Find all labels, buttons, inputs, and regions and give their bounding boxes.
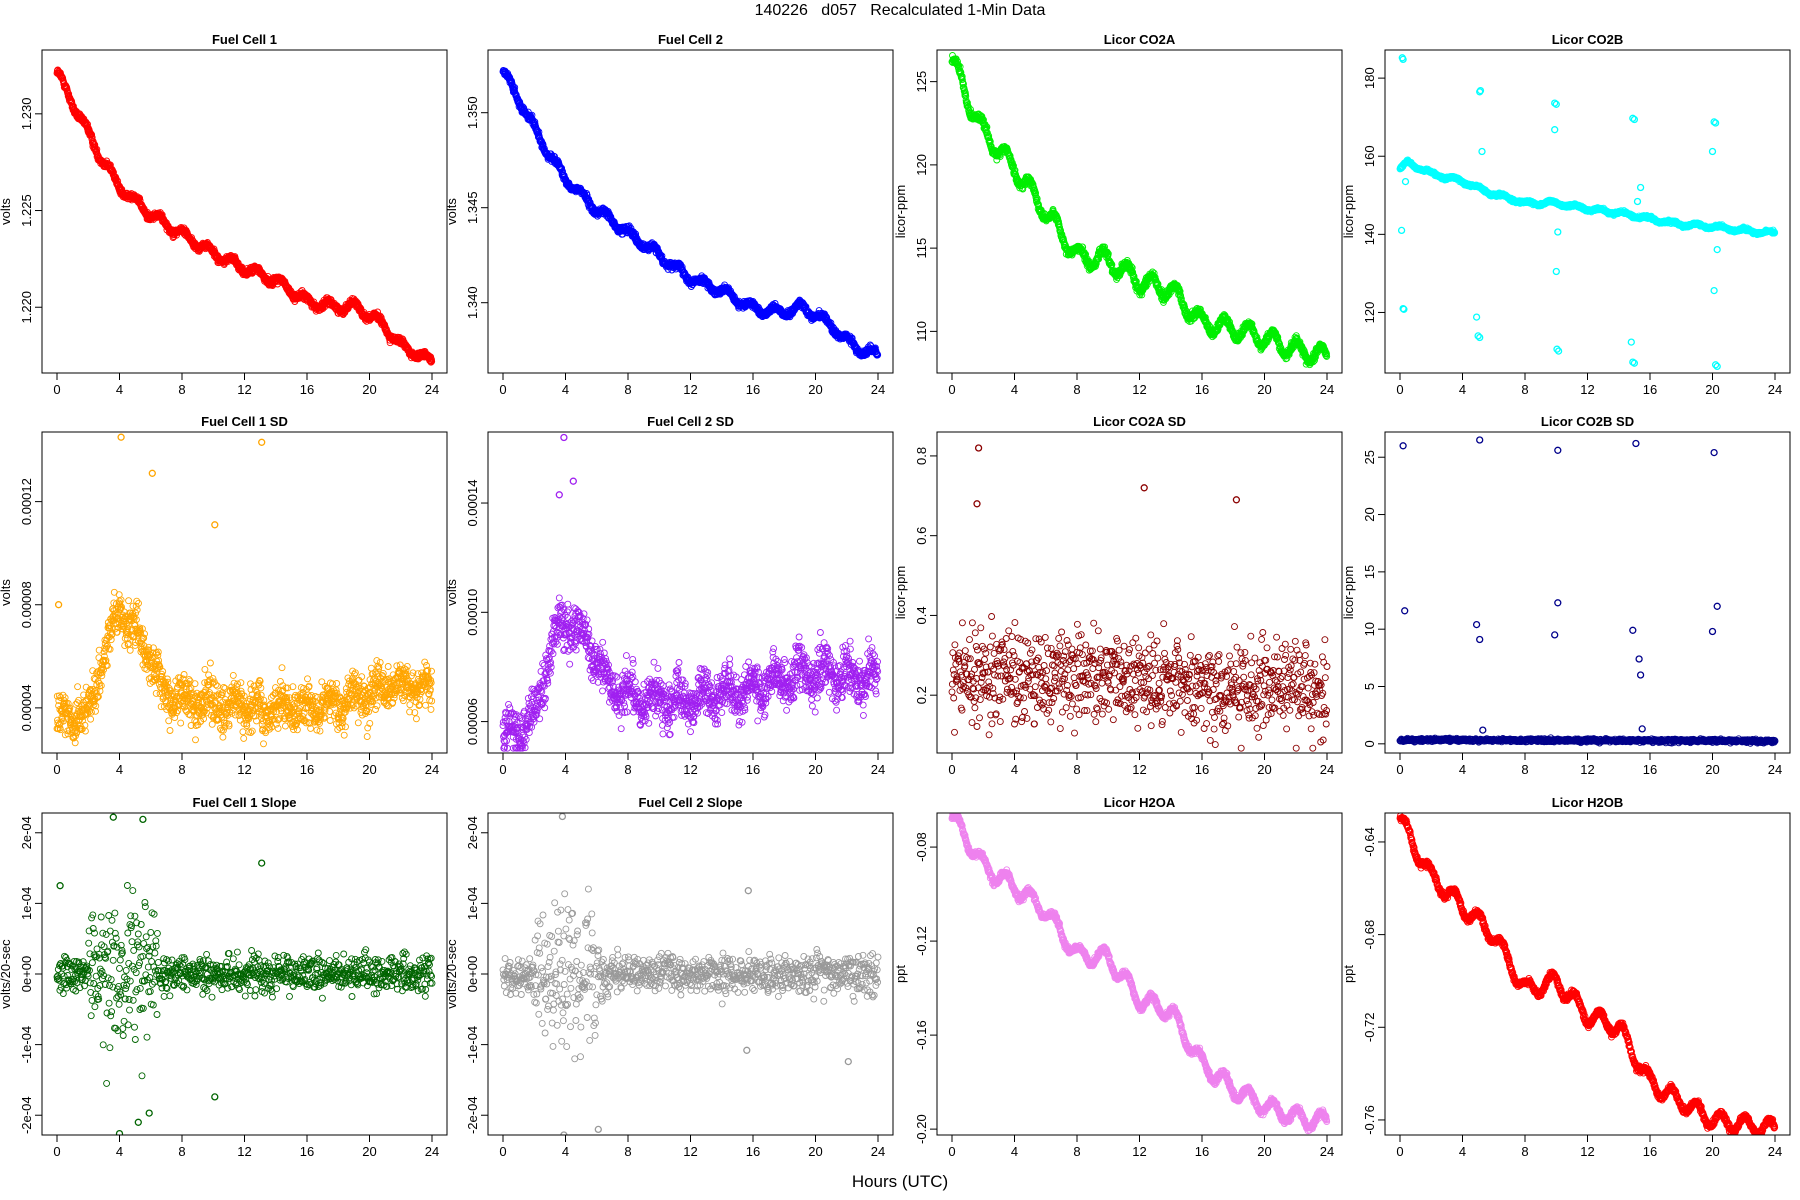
data-point bbox=[1175, 284, 1183, 292]
x-tick-label: 20 bbox=[362, 382, 376, 397]
x-tick-label: 16 bbox=[300, 382, 314, 397]
y-tick-label: 1.230 bbox=[19, 98, 34, 131]
chart-title: Fuel Cell 1 bbox=[212, 32, 277, 47]
data-point bbox=[1276, 340, 1284, 348]
x-tick-label: 20 bbox=[1257, 382, 1271, 397]
data-point bbox=[658, 252, 666, 260]
data-point bbox=[91, 141, 99, 149]
data-point bbox=[156, 209, 164, 217]
x-tick-label: 8 bbox=[178, 382, 185, 397]
y-tick-label: 120 bbox=[914, 154, 929, 176]
chart-title: Fuel Cell 2 bbox=[658, 32, 723, 47]
chart-fuel-cell-1: Fuel Cell 1 0 4 8 12 16 20 24 1.220 1.225 1.230 vol… bbox=[0, 32, 448, 397]
data-point bbox=[980, 116, 987, 124]
x-tick-label: 8 bbox=[1073, 382, 1080, 397]
x-tick-label: 0 bbox=[53, 382, 60, 397]
data-points bbox=[948, 52, 1331, 369]
data-point bbox=[1128, 264, 1136, 272]
data-point bbox=[1129, 268, 1137, 276]
x-tick-label: 12 bbox=[1132, 382, 1146, 397]
data-point bbox=[1176, 287, 1184, 295]
y-axis-label: volts bbox=[0, 198, 13, 225]
data-point bbox=[554, 157, 562, 164]
data-point bbox=[1150, 269, 1158, 277]
data-point bbox=[1323, 352, 1331, 360]
x-tick-label: 20 bbox=[808, 382, 822, 397]
data-point bbox=[68, 99, 76, 106]
page-title: 140226 d057 Recalculated 1-Min Data bbox=[754, 2, 1046, 19]
data-point bbox=[1177, 292, 1185, 299]
data-point bbox=[983, 129, 991, 137]
x-tick-label: 0 bbox=[499, 382, 506, 397]
data-point bbox=[1250, 328, 1258, 335]
x-tick-label: 12 bbox=[683, 382, 697, 397]
data-point bbox=[1057, 230, 1065, 238]
x-tick-label: 0 bbox=[948, 382, 955, 397]
x-tick-label: 16 bbox=[1195, 382, 1209, 397]
data-point bbox=[1204, 321, 1212, 328]
data-point bbox=[632, 230, 640, 238]
y-tick-label: 1.225 bbox=[19, 194, 34, 227]
data-point bbox=[88, 131, 96, 139]
x-tick-label: 12 bbox=[237, 382, 251, 397]
y-tick-label: 1.350 bbox=[465, 96, 480, 129]
data-point bbox=[958, 76, 966, 84]
x-tick-label: 24 bbox=[1320, 382, 1334, 397]
data-point bbox=[63, 87, 71, 95]
data-point bbox=[1253, 333, 1261, 341]
data-points bbox=[53, 66, 436, 366]
data-point bbox=[1323, 350, 1330, 358]
x-tick-label: 8 bbox=[624, 382, 631, 397]
data-point bbox=[139, 203, 147, 211]
y-tick-label: 115 bbox=[914, 238, 929, 259]
data-point bbox=[255, 263, 263, 271]
data-point bbox=[1311, 356, 1318, 364]
data-point bbox=[531, 118, 539, 126]
data-point bbox=[1010, 162, 1017, 170]
x-tick-label: 24 bbox=[871, 382, 885, 397]
chart-licor-co2a: Licor CO2A 0 4 8 12 16 20 24 110 115 120 125 licor-p… bbox=[893, 32, 1343, 397]
data-point bbox=[93, 148, 101, 156]
data-points bbox=[1396, 54, 1779, 371]
y-tick-label: 110 bbox=[914, 321, 929, 342]
data-point bbox=[558, 164, 566, 172]
data-point bbox=[678, 263, 686, 271]
y-axis-label: licor-ppm bbox=[893, 185, 908, 238]
data-point bbox=[874, 351, 882, 359]
data-points bbox=[499, 67, 882, 360]
data-point bbox=[1103, 248, 1111, 256]
data-point bbox=[234, 259, 242, 267]
data-point bbox=[800, 300, 808, 308]
x-tick-label: 4 bbox=[116, 382, 123, 397]
x-tick-label: 16 bbox=[746, 382, 760, 397]
y-tick-label: 1.345 bbox=[465, 191, 480, 224]
plot-frame bbox=[936, 49, 1343, 374]
chart-fuel-cell-2: Fuel Cell 2 0 4 8 12 16 20 24 1.340 1.345 1.350 vol… bbox=[444, 32, 894, 397]
y-tick-label: 1.340 bbox=[465, 286, 480, 319]
data-point bbox=[428, 357, 436, 365]
data-point bbox=[963, 99, 971, 107]
x-tick-label: 4 bbox=[562, 382, 569, 397]
y-tick-label: 1.220 bbox=[19, 291, 34, 324]
chart-title: Licor CO2A bbox=[1104, 32, 1176, 47]
data-point bbox=[528, 111, 536, 119]
x-tick-label: 4 bbox=[1011, 382, 1018, 397]
y-axis-label: volts bbox=[444, 198, 459, 225]
x-tick-label: 24 bbox=[425, 382, 439, 397]
y-tick-label: 125 bbox=[914, 71, 929, 93]
data-point bbox=[1008, 159, 1016, 166]
chart-title: Licor CO2B bbox=[1552, 32, 1624, 47]
